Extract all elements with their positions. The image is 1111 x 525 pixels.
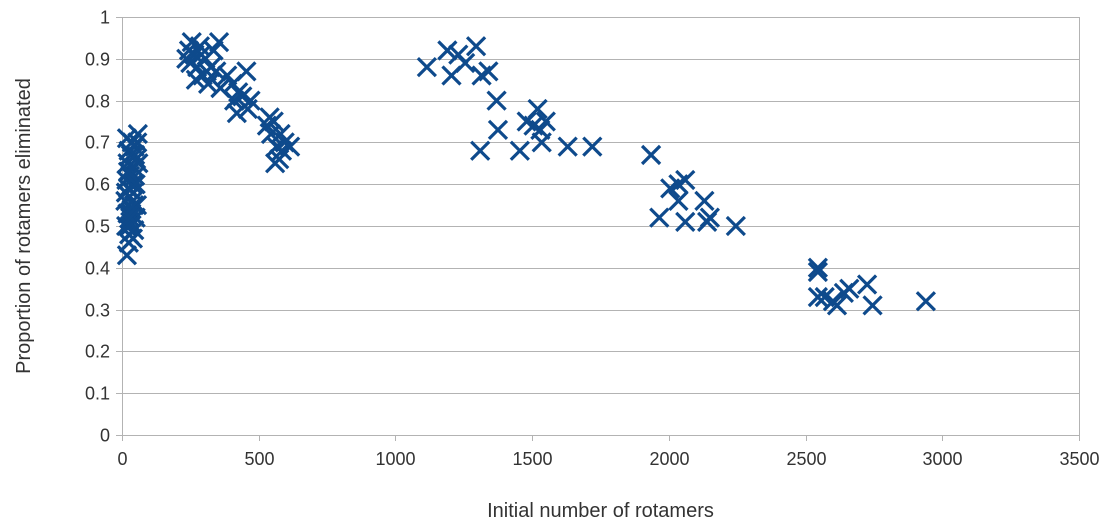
y-tick-label: 0.6 <box>85 175 110 195</box>
y-tick-label: 0.9 <box>85 50 110 70</box>
data-point <box>259 107 280 128</box>
x-tick-label: 1500 <box>512 449 552 469</box>
data-point <box>455 52 476 74</box>
data-point <box>862 295 883 316</box>
data-point <box>280 136 301 157</box>
data-point <box>237 98 258 120</box>
data-point <box>270 123 291 145</box>
data-point <box>915 291 937 312</box>
data-point <box>839 278 860 299</box>
data-point <box>807 286 829 308</box>
x-tick-label: 3000 <box>922 449 962 469</box>
data-point <box>185 69 206 90</box>
data-point <box>478 61 499 82</box>
data-point <box>470 140 491 161</box>
data-point <box>416 57 438 78</box>
y-tick-label: 1 <box>100 8 110 28</box>
data-point <box>189 36 211 57</box>
y-tick-label: 0.3 <box>85 301 110 321</box>
data-point <box>223 90 245 111</box>
y-tick-label: 0.2 <box>85 342 110 362</box>
data-point <box>118 224 140 245</box>
data-point <box>116 128 138 149</box>
y-tick-label: 0 <box>100 426 110 446</box>
data-point <box>807 261 829 283</box>
data-point <box>675 211 696 232</box>
x-tick-label: 0 <box>117 449 127 469</box>
axes <box>116 17 1080 441</box>
data-point <box>725 215 746 237</box>
grid-lines <box>122 17 1079 436</box>
data-point <box>640 144 662 166</box>
data-point <box>856 274 878 295</box>
x-tick-label: 500 <box>244 449 274 469</box>
y-tick-label: 0.8 <box>85 92 110 112</box>
data-point <box>530 119 551 140</box>
data-point <box>120 207 141 228</box>
data-point <box>675 169 696 191</box>
y-tick-label: 0.1 <box>85 384 110 404</box>
data-point <box>649 207 670 228</box>
data-point <box>807 257 829 278</box>
data-point <box>119 215 140 237</box>
data-point <box>127 123 148 145</box>
data-point <box>123 194 145 216</box>
data-point <box>487 119 509 140</box>
x-tick-label: 1000 <box>375 449 415 469</box>
data-point <box>582 136 603 157</box>
data-point <box>437 40 458 61</box>
data-points <box>115 31 937 316</box>
data-point <box>208 31 230 53</box>
x-tick-label: 3500 <box>1059 449 1099 469</box>
data-point <box>527 98 548 120</box>
data-point <box>486 90 507 111</box>
data-point <box>206 61 227 82</box>
data-point <box>826 295 848 316</box>
x-tick-label: 2000 <box>649 449 689 469</box>
x-axis-title: Initial number of rotamers <box>487 500 714 522</box>
data-point <box>668 190 689 212</box>
y-tick-label: 0.5 <box>85 217 110 237</box>
y-axis-title: Proportion of rotamers eliminated <box>13 78 35 374</box>
data-point <box>180 52 201 74</box>
data-point <box>236 61 257 82</box>
data-point <box>557 136 578 157</box>
tick-labels: 0 0.1 0.2 0.3 0.4 0.5 0.6 0.7 0.8 0.9 1 0 500 1000 150… <box>85 8 1100 470</box>
x-tick-label: 2500 <box>786 449 826 469</box>
data-point <box>191 44 212 65</box>
data-point <box>125 174 146 195</box>
y-tick-label: 0.4 <box>85 259 110 279</box>
data-point <box>264 153 286 174</box>
data-point <box>509 140 530 161</box>
data-point <box>124 144 146 166</box>
y-tick-label: 0.7 <box>85 133 110 153</box>
data-point <box>465 36 487 57</box>
data-point <box>196 61 217 82</box>
data-point <box>699 207 721 228</box>
data-point <box>694 190 715 212</box>
